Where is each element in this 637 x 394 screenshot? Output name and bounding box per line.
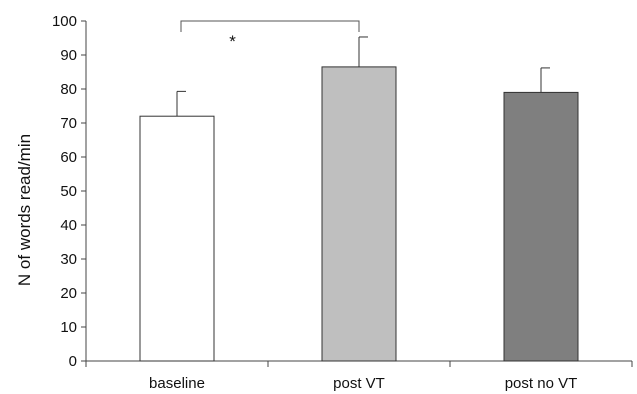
significance-annotation: * xyxy=(180,20,360,51)
bar-post-vt xyxy=(321,66,397,362)
x-tick-label: baseline xyxy=(149,375,205,392)
x-tick-label: post no VT xyxy=(505,375,578,392)
y-tick-label: 40 xyxy=(60,217,77,234)
y-tick-label: 70 xyxy=(60,115,77,132)
y-tick-label: 10 xyxy=(60,319,77,336)
y-axis-title: N of words read/min xyxy=(15,134,34,286)
x-axis: baseline post VT post no VT xyxy=(85,360,633,392)
bar-baseline xyxy=(139,115,215,362)
bars xyxy=(139,66,579,362)
error-bars xyxy=(176,36,550,117)
significance-bracket xyxy=(180,20,360,32)
significance-star: * xyxy=(229,32,236,51)
y-tick-label: 0 xyxy=(69,353,77,370)
bar-post-no-vt xyxy=(503,91,579,362)
y-tick-label: 80 xyxy=(60,81,77,98)
y-tick-label: 100 xyxy=(52,13,77,30)
y-tick-label: 20 xyxy=(60,285,77,302)
y-tick-label: 30 xyxy=(60,251,77,268)
y-tick-label: 60 xyxy=(60,149,77,166)
y-axis: 0 10 20 30 40 50 60 70 80 90 100 xyxy=(52,13,87,370)
y-tick-label: 90 xyxy=(60,47,77,64)
y-tick-label: 50 xyxy=(60,183,77,200)
x-tick-label: post VT xyxy=(333,375,385,392)
